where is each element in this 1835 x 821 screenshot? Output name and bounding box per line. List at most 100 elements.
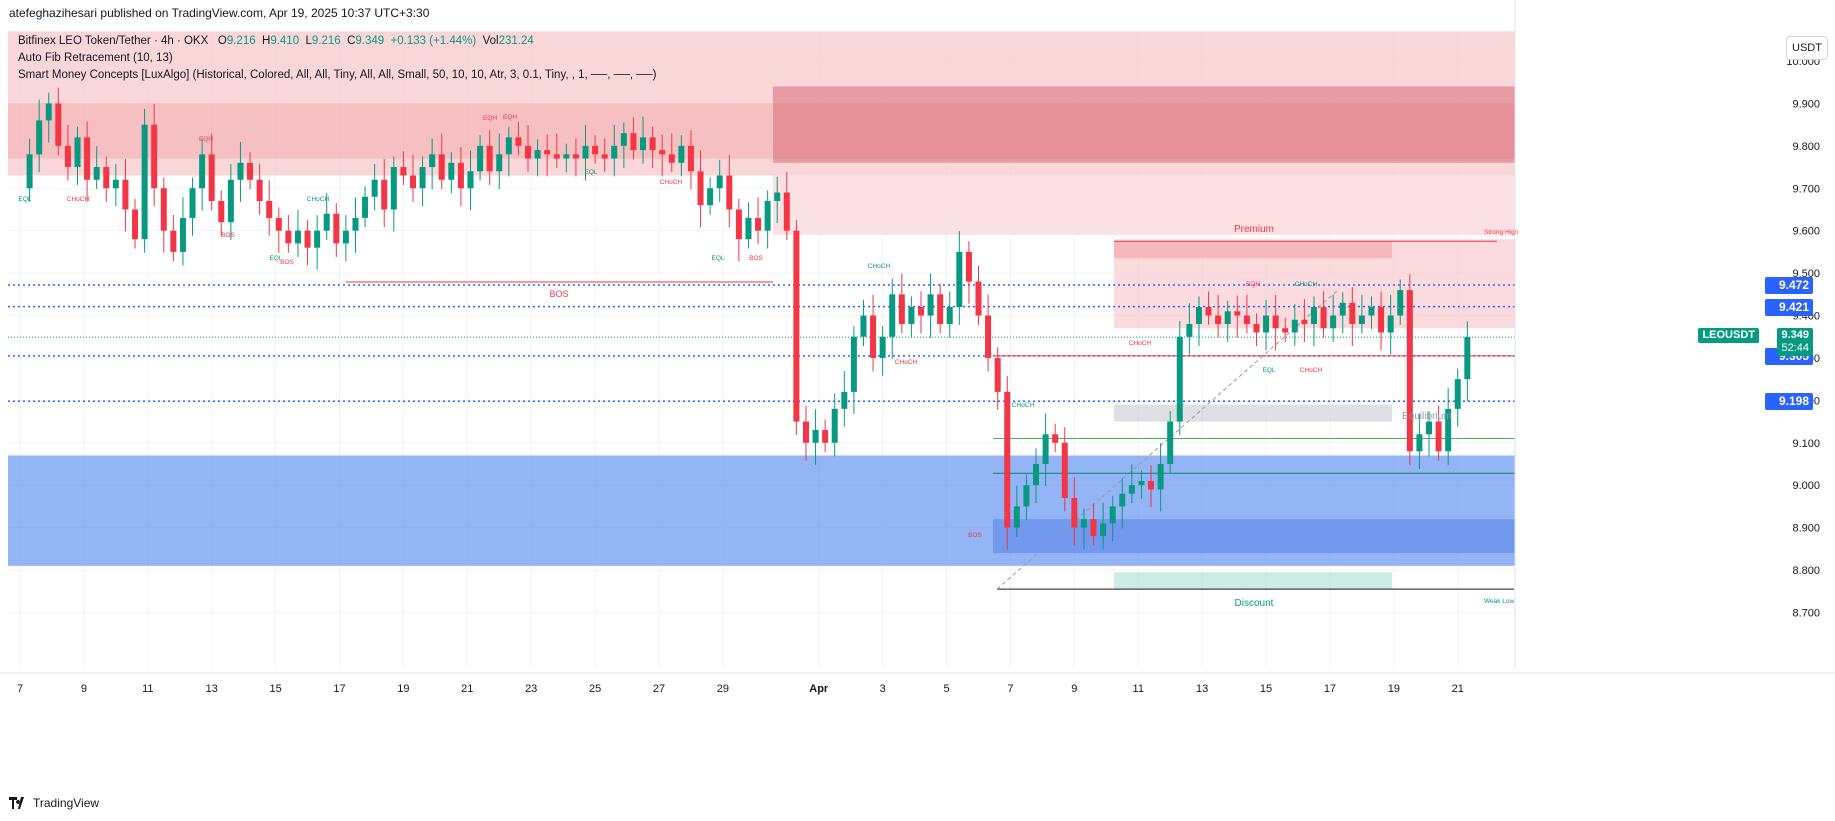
smc-label: EQH bbox=[1246, 281, 1260, 288]
candle-body bbox=[1263, 315, 1270, 333]
candle-body bbox=[764, 200, 771, 231]
candle-body bbox=[55, 103, 62, 146]
candle-body bbox=[525, 145, 532, 159]
candle-body bbox=[630, 133, 637, 151]
candle-body bbox=[132, 209, 139, 240]
candle-body bbox=[908, 307, 915, 325]
time-tick: 11 bbox=[1133, 683, 1144, 695]
candle-body bbox=[802, 421, 809, 443]
candle-body bbox=[898, 294, 905, 325]
smc-label: EQL bbox=[584, 169, 597, 176]
candle-body bbox=[218, 200, 225, 223]
candle-body bbox=[850, 336, 857, 392]
candle-body bbox=[822, 430, 829, 443]
candle-body bbox=[1128, 485, 1135, 494]
last-price-value: 9.349 bbox=[1781, 329, 1809, 342]
candle-body bbox=[1167, 421, 1174, 464]
symbol-name[interactable]: Bitfinex LEO Token/Tether · 4h · OKX bbox=[18, 35, 209, 47]
price-tick: 8.800 bbox=[1792, 565, 1820, 577]
candle-body bbox=[1454, 379, 1461, 409]
time-tick: 27 bbox=[653, 683, 665, 695]
candle-body bbox=[1138, 480, 1145, 486]
candle-body bbox=[256, 179, 263, 201]
candle-body bbox=[917, 307, 924, 316]
time-tick: 3 bbox=[880, 683, 886, 695]
time-tick: 13 bbox=[1196, 683, 1208, 695]
time-tick: 15 bbox=[1260, 683, 1272, 695]
candle-body bbox=[812, 430, 819, 443]
candle-body bbox=[582, 145, 589, 159]
candle-body bbox=[1033, 463, 1040, 486]
candle-body bbox=[745, 217, 752, 240]
smc-label: CHoCH bbox=[1129, 340, 1152, 347]
candle-body bbox=[611, 145, 618, 159]
candle-body bbox=[160, 188, 167, 231]
high-value: 9.410 bbox=[270, 35, 300, 47]
candle-body bbox=[1243, 315, 1250, 325]
price-tick: 8.900 bbox=[1792, 523, 1820, 535]
time-tick: 7 bbox=[1007, 683, 1013, 695]
time-tick: 19 bbox=[397, 683, 409, 695]
candle-body bbox=[64, 145, 71, 168]
candle-body bbox=[659, 150, 666, 155]
candle-body bbox=[275, 217, 282, 231]
candle-body bbox=[620, 133, 627, 146]
smc-label: CHoCH bbox=[307, 196, 330, 203]
candle-body bbox=[438, 154, 445, 180]
time-tick: 21 bbox=[1452, 683, 1464, 695]
candle-body bbox=[103, 167, 110, 189]
time-tick: 5 bbox=[943, 683, 949, 695]
smc-label: BOS bbox=[221, 232, 235, 239]
price-tick: 9.000 bbox=[1792, 480, 1820, 492]
smc-label: CHoCH bbox=[1295, 281, 1318, 288]
indicator-smc[interactable]: Smart Money Concepts [LuxAlgo] (Historic… bbox=[18, 69, 657, 81]
candle-body bbox=[534, 150, 541, 159]
candle-body bbox=[247, 162, 254, 180]
candle-body bbox=[975, 281, 982, 316]
time-tick: 23 bbox=[525, 683, 537, 695]
smc-label: BOS bbox=[749, 255, 763, 262]
candle-body bbox=[927, 294, 934, 316]
candle-body bbox=[572, 154, 579, 159]
open-value: 9.216 bbox=[226, 35, 256, 47]
candle-body bbox=[304, 230, 311, 248]
candle-body bbox=[477, 145, 484, 172]
smc-label: CHoCH bbox=[1012, 402, 1035, 409]
candle-body bbox=[879, 336, 886, 358]
time-tick: 29 bbox=[717, 683, 729, 695]
brand-text: TradingView bbox=[33, 796, 100, 810]
candle-body bbox=[390, 167, 397, 210]
smc-label: BOS bbox=[280, 259, 294, 266]
candle-body bbox=[1071, 497, 1078, 528]
smc-label: EQH bbox=[199, 136, 213, 143]
candle-body bbox=[668, 154, 675, 163]
candle-body bbox=[1023, 485, 1030, 507]
close-value: 9.349 bbox=[355, 35, 385, 47]
symbol-row: Bitfinex LEO Token/Tether · 4h · OKX O9.… bbox=[18, 33, 656, 50]
tradingview-logo-icon bbox=[9, 797, 24, 809]
price-tick: 9.700 bbox=[1792, 183, 1820, 195]
tradingview-logo[interactable]: TradingView bbox=[9, 796, 99, 810]
candle-body bbox=[1291, 319, 1298, 333]
candle-body bbox=[1109, 506, 1116, 524]
candle-body bbox=[716, 175, 723, 189]
candle-body bbox=[1464, 337, 1471, 380]
smc-label: BOS bbox=[968, 532, 982, 539]
currency-button[interactable]: USDT bbox=[1786, 36, 1828, 60]
candle-body bbox=[381, 179, 388, 210]
high-label: H bbox=[262, 35, 271, 47]
candle-body bbox=[1042, 434, 1049, 464]
candle-body bbox=[362, 196, 369, 218]
premium-label: Premium bbox=[1234, 224, 1274, 235]
candle-body bbox=[141, 124, 148, 240]
price-tick: 9.600 bbox=[1792, 226, 1820, 238]
candle-body bbox=[1378, 307, 1385, 333]
candle-body bbox=[735, 209, 742, 240]
price-tick: 9.900 bbox=[1792, 98, 1820, 110]
premium-zone bbox=[1114, 241, 1392, 259]
candle-body bbox=[985, 315, 992, 358]
candle-body bbox=[755, 217, 762, 231]
indicator-fib[interactable]: Auto Fib Retracement (10, 13) bbox=[18, 52, 173, 64]
candle-body bbox=[333, 213, 340, 244]
